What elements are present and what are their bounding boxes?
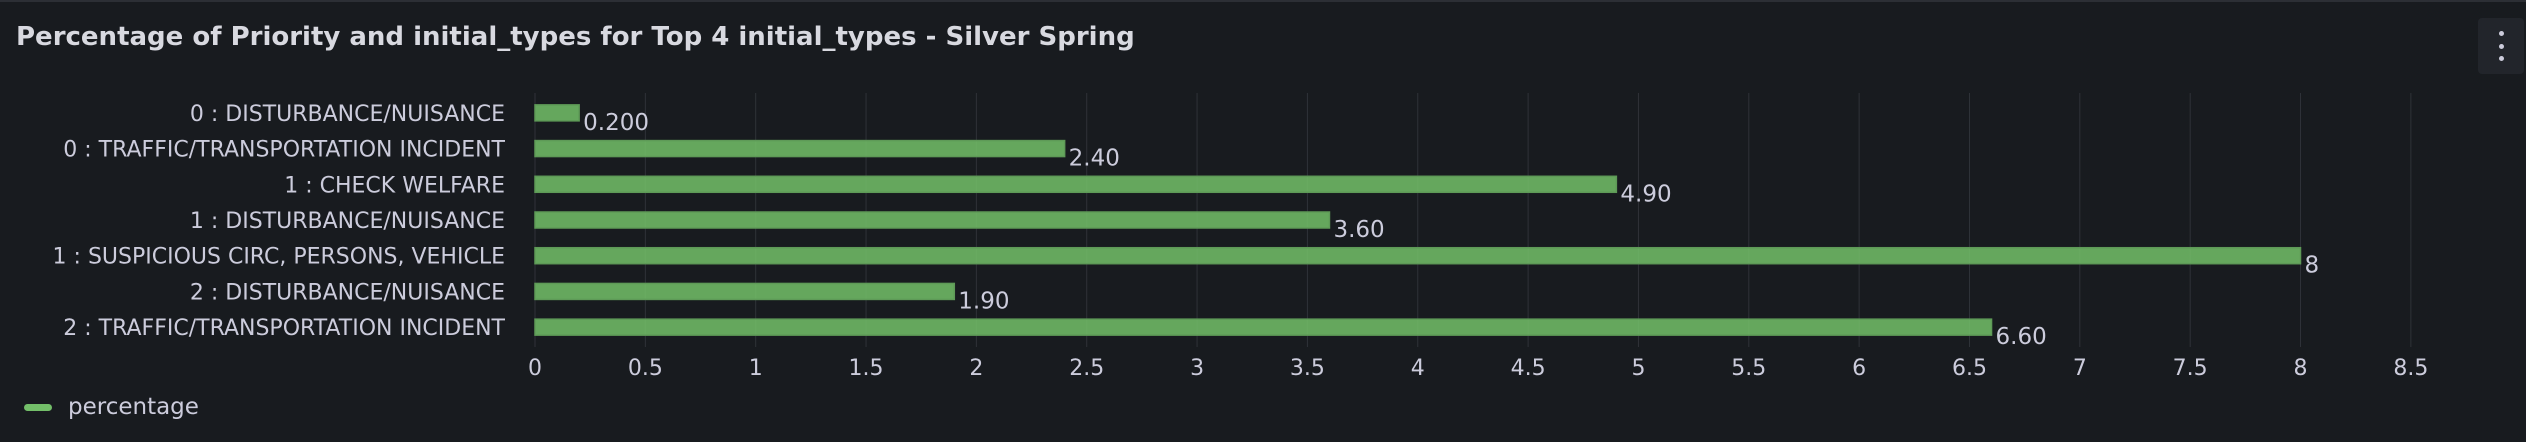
- category-label: 1 : CHECK WELFARE: [284, 173, 505, 198]
- category-label: 2 : TRAFFIC/TRANSPORTATION INCIDENT: [63, 316, 505, 341]
- x-tick-label: 4.5: [1511, 356, 1546, 381]
- category-label: 0 : DISTURBANCE/NUISANCE: [190, 102, 505, 127]
- bar: [534, 139, 1066, 158]
- bar: [534, 175, 1618, 194]
- x-tick-label: 3.5: [1290, 356, 1325, 381]
- value-label: 8: [2305, 253, 2320, 279]
- legend[interactable]: percentage: [24, 394, 199, 420]
- value-label: 4.90: [1620, 181, 1671, 207]
- x-tick-label: 2: [969, 356, 983, 381]
- bar: [534, 211, 1331, 229]
- panel-title: Percentage of Priority and initial_types…: [16, 22, 1135, 52]
- x-tick-label: 2.5: [1069, 356, 1104, 381]
- bar: [534, 104, 580, 122]
- x-tick-label: 7: [2073, 356, 2087, 381]
- value-label: 1.90: [958, 288, 1009, 314]
- value-label: 3.60: [1333, 217, 1384, 243]
- panel-menu-button[interactable]: [2478, 18, 2524, 74]
- value-label: 0.200: [583, 110, 649, 136]
- x-tick-label: 7.5: [2173, 356, 2208, 381]
- x-tick-label: 1: [749, 356, 763, 381]
- x-tick-label: 8.5: [2393, 356, 2428, 381]
- x-tick-label: 0: [528, 356, 542, 381]
- category-label: 0 : TRAFFIC/TRANSPORTATION INCIDENT: [63, 138, 505, 163]
- x-tick-label: 4: [1411, 356, 1425, 381]
- value-label: 6.60: [1996, 324, 2047, 350]
- legend-label-percentage: percentage: [68, 394, 199, 420]
- bar: [534, 318, 1993, 336]
- category-label: 1 : DISTURBANCE/NUISANCE: [190, 209, 505, 234]
- x-tick-label: 0.5: [628, 356, 663, 381]
- x-tick-label: 3: [1190, 356, 1204, 381]
- category-label: 2 : DISTURBANCE/NUISANCE: [190, 280, 505, 305]
- x-tick-label: 1.5: [849, 356, 884, 381]
- value-label: 2.40: [1069, 146, 1120, 172]
- ellipsis-vertical-icon: [2498, 31, 2504, 61]
- bar: [534, 282, 956, 301]
- bar: [534, 246, 2302, 265]
- x-tick-label: 5.5: [1731, 356, 1766, 381]
- legend-swatch: [24, 403, 52, 411]
- x-tick-label: 5: [1631, 356, 1645, 381]
- x-tick-label: 6: [1852, 356, 1866, 381]
- x-tick-label: 8: [2294, 356, 2308, 381]
- x-tick-label: 6.5: [1952, 356, 1987, 381]
- category-label: 1 : SUSPICIOUS CIRC, PERSONS, VEHICLE: [53, 245, 505, 270]
